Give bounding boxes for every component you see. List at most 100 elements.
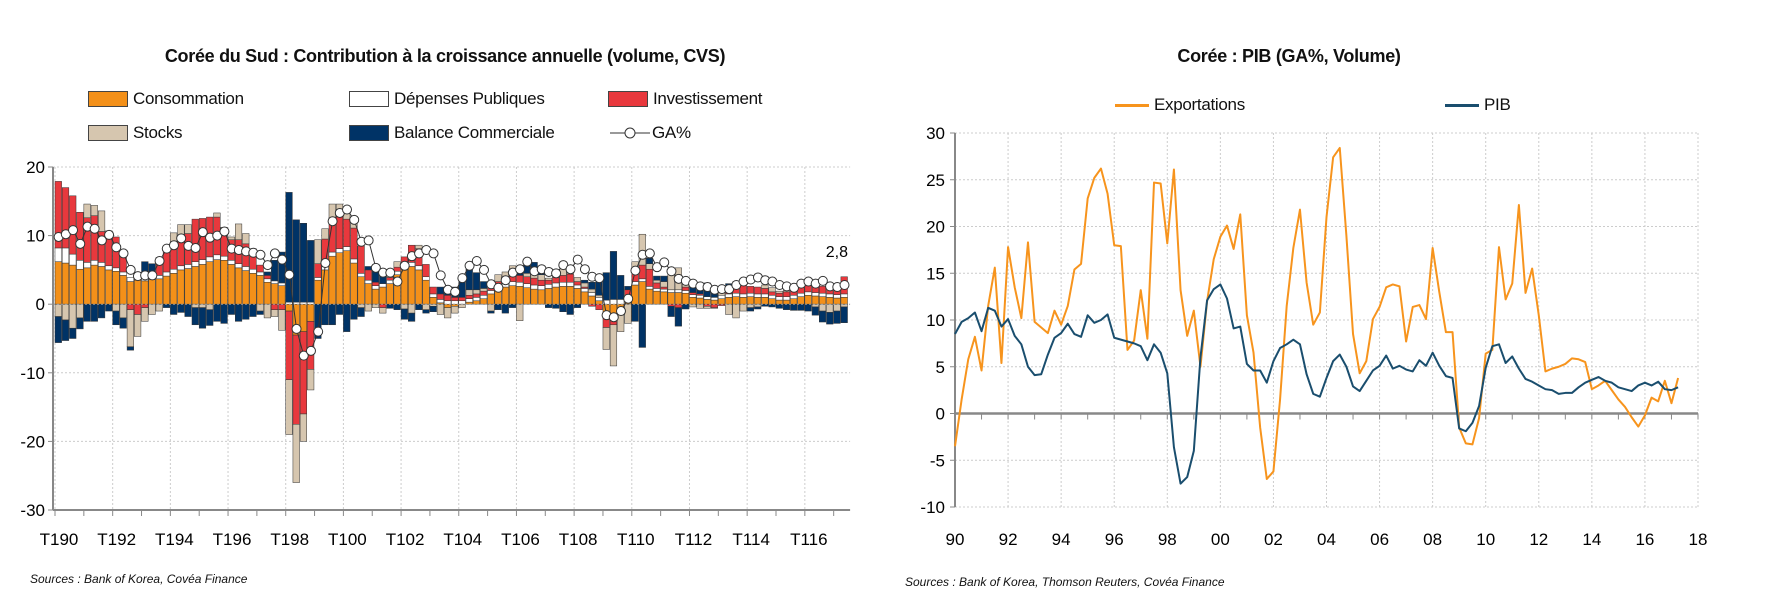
y-tick-label: -10 (920, 498, 945, 517)
ga-point (644, 248, 655, 259)
ga-point (659, 257, 670, 268)
bar-stocks (775, 290, 783, 294)
ga-point (608, 312, 619, 323)
y-tick-label: -20 (20, 432, 45, 451)
bar-balance (119, 317, 127, 329)
ga-point (370, 262, 381, 273)
legend-label: Balance Commerciale (394, 123, 555, 142)
x-tick-label: 90 (946, 530, 965, 549)
ga-point (176, 233, 187, 244)
x-tick-label: 14 (1582, 530, 1601, 549)
y-tick-label: -5 (930, 451, 945, 470)
x-tick-label: T108 (559, 530, 598, 549)
ga-point (493, 282, 504, 293)
left-source: Sources : Bank of Korea, Covéa Finance (30, 572, 248, 586)
legend-consommation: Consommation (88, 89, 244, 109)
x-tick-label: T104 (443, 530, 482, 549)
bar-balance (76, 317, 84, 330)
ga-point (327, 216, 338, 227)
bar-stocks (321, 228, 329, 240)
bar-stocks (235, 223, 243, 240)
legend-stocks: Stocks (88, 123, 183, 143)
x-tick-label: T112 (675, 530, 713, 549)
bar-stocks (278, 309, 286, 331)
ga-point (522, 256, 533, 267)
x-tick-label: 06 (1370, 530, 1389, 549)
ga-point (262, 260, 273, 271)
legend-label: GA% (652, 123, 691, 142)
x-tick-label: T114 (732, 530, 770, 549)
bar-stocks (768, 287, 776, 293)
ga-point (75, 238, 86, 249)
bar-stocks (155, 303, 163, 312)
ga-point (111, 242, 122, 253)
y-tick-label: 15 (926, 264, 945, 283)
legend-swatch (608, 91, 648, 107)
bar-balance (602, 272, 610, 301)
x-tick-label: T110 (617, 530, 655, 549)
bar-stocks (299, 413, 308, 442)
bar-balance (83, 303, 91, 322)
legend-balance: Balance Commerciale (349, 123, 555, 143)
legend-exportations: Exportations (1115, 95, 1245, 115)
bar-stocks (148, 303, 156, 315)
ga-point (615, 306, 626, 317)
bar-balance (256, 310, 264, 315)
ga-point (435, 270, 446, 281)
bar-balance (804, 303, 812, 312)
ga-point (623, 293, 634, 304)
bar-balance (775, 303, 783, 309)
bar-stocks (263, 303, 271, 319)
ga-point (450, 286, 461, 297)
ga-point (464, 260, 475, 271)
y-tick-label: -10 (20, 364, 45, 383)
bar-balance (126, 346, 134, 351)
x-tick-label: 02 (1264, 530, 1283, 549)
bar-stocks (83, 203, 91, 219)
legend-label: Stocks (133, 123, 183, 142)
bar-balance (617, 275, 625, 300)
ga-point (104, 229, 115, 240)
x-tick-label: 04 (1317, 530, 1336, 549)
bar-investissement (595, 303, 603, 310)
bar-balance (552, 303, 560, 309)
ga-point (342, 204, 353, 215)
legend-line-marker (610, 127, 650, 139)
bar-stocks (292, 424, 300, 483)
bar-investissement (819, 286, 827, 294)
ga-point (147, 270, 158, 281)
bar-balance (307, 240, 315, 303)
bar-stocks (184, 224, 192, 234)
ga-point (298, 350, 309, 361)
y-tick-label: 20 (26, 158, 45, 177)
bar-stocks (271, 309, 279, 317)
legend-depenses: Dépenses Publiques (349, 89, 545, 109)
bar-balance (609, 251, 618, 300)
bar-balance (213, 303, 221, 322)
bar-stocks (732, 303, 740, 319)
ga-point (457, 273, 468, 284)
bar-balance (472, 272, 481, 291)
ga-point (168, 240, 179, 251)
bar-stocks (364, 303, 372, 312)
ga-point (68, 225, 79, 236)
bar-stocks (573, 277, 581, 282)
bar-stocks (90, 205, 98, 216)
bar-stocks (436, 303, 444, 315)
x-tick-label: T102 (386, 530, 425, 549)
x-tick-label: 10 (1476, 530, 1495, 549)
ga-point (349, 214, 360, 225)
ga-point (399, 260, 410, 271)
bar-investissement (256, 264, 264, 273)
bar-investissement (429, 286, 437, 295)
bar-balance (545, 303, 553, 308)
legend-label: Investissement (653, 89, 763, 108)
bar-balance (429, 306, 437, 312)
bar-balance (840, 306, 848, 323)
ga-point (839, 279, 850, 290)
bar-balance (112, 310, 120, 326)
bar-balance (69, 327, 77, 339)
line-pib (954, 283, 1679, 485)
